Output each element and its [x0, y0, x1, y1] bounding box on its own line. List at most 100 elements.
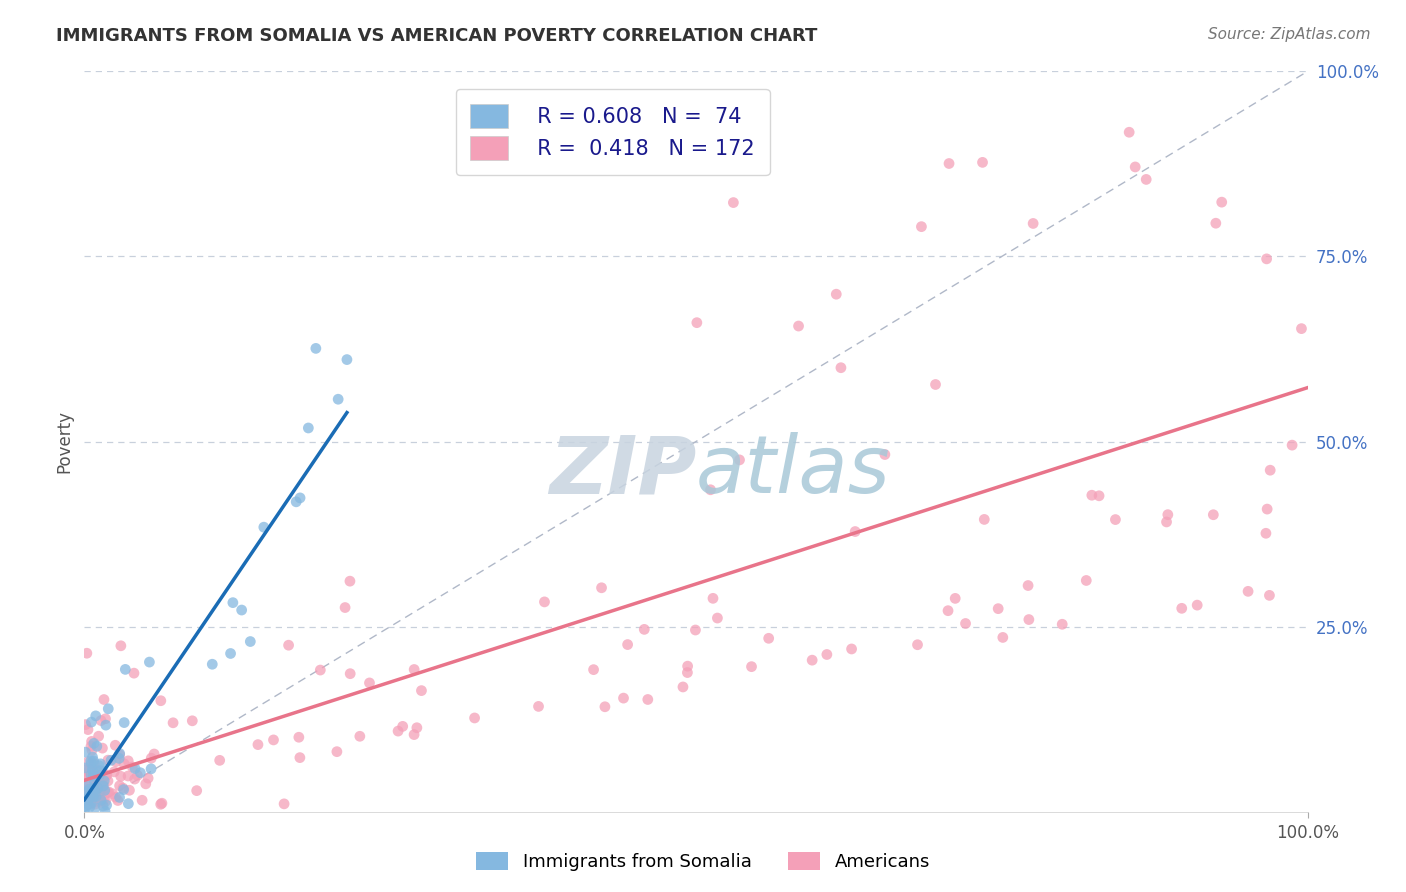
- Point: [117, 754, 139, 768]
- Point: [80, 743, 103, 757]
- Point: [1185, 598, 1208, 612]
- Point: [1050, 617, 1073, 632]
- Point: [86, 764, 108, 778]
- Point: [288, 491, 311, 505]
- Point: [758, 632, 780, 646]
- Point: [110, 769, 132, 783]
- Point: [79, 799, 101, 814]
- Point: [77, 797, 100, 811]
- Point: [96, 768, 118, 782]
- Point: [938, 156, 960, 170]
- Point: [87, 729, 110, 743]
- Point: [84, 709, 107, 723]
- Point: [112, 756, 135, 771]
- Point: [787, 319, 810, 334]
- Point: [593, 699, 616, 714]
- Point: [83, 774, 105, 789]
- Text: atlas: atlas: [696, 432, 891, 510]
- Point: [82, 764, 104, 779]
- Point: [131, 793, 153, 807]
- Point: [90, 756, 112, 771]
- Point: [100, 753, 122, 767]
- Point: [77, 770, 100, 784]
- Point: [82, 790, 104, 805]
- Point: [97, 753, 120, 767]
- Point: [108, 751, 131, 765]
- Point: [83, 754, 105, 768]
- Point: [73, 793, 96, 807]
- Point: [77, 723, 100, 737]
- Point: [728, 453, 751, 467]
- Point: [79, 787, 101, 801]
- Point: [219, 647, 242, 661]
- Point: [1018, 613, 1040, 627]
- Point: [1291, 321, 1313, 335]
- Point: [90, 714, 112, 728]
- Point: [86, 789, 108, 804]
- Point: [97, 773, 120, 788]
- Point: [699, 483, 721, 497]
- Point: [1118, 125, 1140, 139]
- Point: [77, 791, 100, 805]
- Point: [82, 788, 104, 802]
- Point: [1202, 508, 1225, 522]
- Point: [84, 776, 107, 790]
- Point: [84, 797, 107, 811]
- Point: [110, 639, 132, 653]
- Point: [873, 448, 896, 462]
- Point: [108, 779, 131, 793]
- Point: [80, 794, 103, 808]
- Point: [1076, 574, 1098, 588]
- Point: [114, 662, 136, 676]
- Point: [973, 512, 995, 526]
- Point: [815, 648, 838, 662]
- Point: [1256, 502, 1278, 516]
- Point: [201, 657, 224, 672]
- Point: [1156, 515, 1178, 529]
- Point: [127, 768, 149, 782]
- Point: [411, 683, 433, 698]
- Point: [97, 785, 120, 799]
- Point: [285, 495, 308, 509]
- Point: [83, 736, 105, 750]
- Point: [1017, 578, 1039, 592]
- Point: [83, 767, 105, 781]
- Point: [75, 771, 97, 785]
- Point: [741, 659, 763, 673]
- Point: [686, 316, 709, 330]
- Point: [112, 781, 135, 796]
- Point: [79, 782, 101, 797]
- Point: [75, 787, 97, 801]
- Point: [339, 574, 361, 589]
- Point: [955, 616, 977, 631]
- Point: [89, 784, 111, 798]
- Point: [96, 785, 118, 799]
- Point: [76, 784, 98, 798]
- Text: IMMIGRANTS FROM SOMALIA VS AMERICAN POVERTY CORRELATION CHART: IMMIGRANTS FROM SOMALIA VS AMERICAN POVE…: [56, 27, 818, 45]
- Point: [75, 764, 97, 778]
- Point: [76, 782, 98, 797]
- Point: [387, 724, 409, 739]
- Point: [84, 801, 107, 815]
- Point: [87, 794, 110, 808]
- Point: [84, 785, 107, 799]
- Point: [87, 772, 110, 787]
- Point: [87, 781, 110, 796]
- Point: [1281, 438, 1303, 452]
- Point: [1211, 195, 1233, 210]
- Point: [339, 666, 361, 681]
- Point: [108, 747, 131, 761]
- Point: [87, 776, 110, 790]
- Point: [702, 591, 724, 606]
- Point: [112, 782, 135, 797]
- Point: [723, 195, 745, 210]
- Point: [84, 770, 107, 784]
- Point: [82, 781, 104, 796]
- Legend:   R = 0.608   N =  74,   R =  0.418   N = 172: R = 0.608 N = 74, R = 0.418 N = 172: [456, 89, 769, 175]
- Point: [80, 739, 103, 753]
- Point: [672, 680, 695, 694]
- Point: [75, 801, 97, 815]
- Point: [94, 712, 117, 726]
- Point: [1104, 512, 1126, 526]
- Point: [1205, 216, 1227, 230]
